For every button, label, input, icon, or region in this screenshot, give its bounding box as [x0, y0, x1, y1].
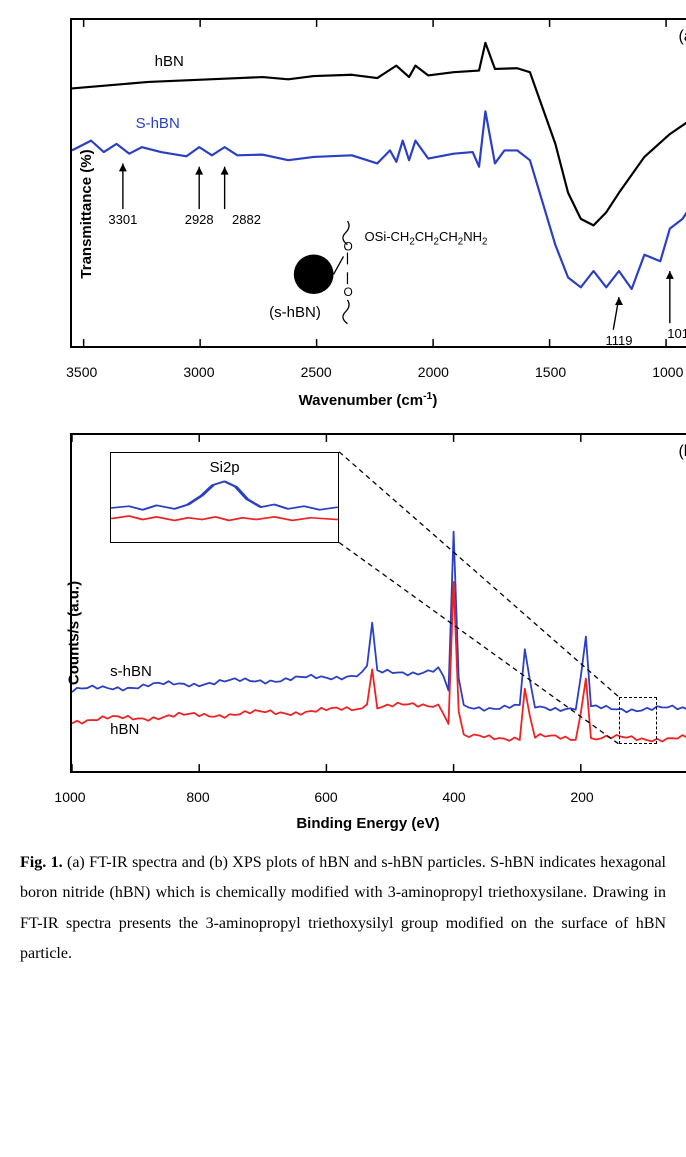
panel-b-ylabel: Counts/s (a.u.) — [66, 580, 83, 684]
figure-number: Fig. 1. — [20, 854, 63, 871]
ftir-chart: O O (a) hBN S-hBN 3301 2928 2882 1119 1016 OS… — [70, 18, 686, 348]
figure-caption: Fig. 1. (a) FT-IR spectra and (b) XPS pl… — [20, 848, 666, 970]
peak-2882: 2882 — [232, 212, 261, 227]
panel-b-xticks: 10008006004002000 — [70, 787, 686, 809]
shbn-xps-label: s-hBN — [110, 663, 152, 680]
xps-chart: (b) s-hBN hBN Si2p — [70, 433, 686, 773]
panel-a-ylabel: Transmittance (%) — [78, 149, 95, 278]
peak-1016: 1016 — [667, 326, 686, 341]
panel-a-xticks: 350030002500200015001000 — [70, 362, 686, 384]
panel-b-xlabel: Binding Energy (eV) — [70, 815, 666, 832]
peak-3301: 3301 — [108, 212, 137, 227]
svg-text:O: O — [343, 240, 352, 254]
peak-1119: 1119 — [605, 333, 632, 348]
panel-b-letter: (b) — [678, 443, 686, 461]
hbn-series-label: hBN — [155, 53, 184, 70]
shbn-series-label: S-hBN — [136, 115, 180, 132]
caption-text: (a) FT-IR spectra and (b) XPS plots of h… — [20, 854, 666, 962]
chemical-group-label: OSi-CH2CH2CH2NH2 — [365, 229, 488, 248]
si2p-inset: Si2p — [110, 452, 339, 543]
panel-a-letter: (a) — [678, 28, 686, 46]
si2p-label: Si2p — [111, 459, 338, 476]
svg-text:O: O — [343, 285, 352, 299]
particle-label: (s-hBN) — [269, 304, 321, 321]
hbn-xps-label: hBN — [110, 721, 139, 738]
panel-a-xlabel: Wavenumber (cm-1) — [70, 390, 666, 409]
si2p-roi-box — [619, 697, 657, 744]
peak-2928: 2928 — [185, 212, 214, 227]
